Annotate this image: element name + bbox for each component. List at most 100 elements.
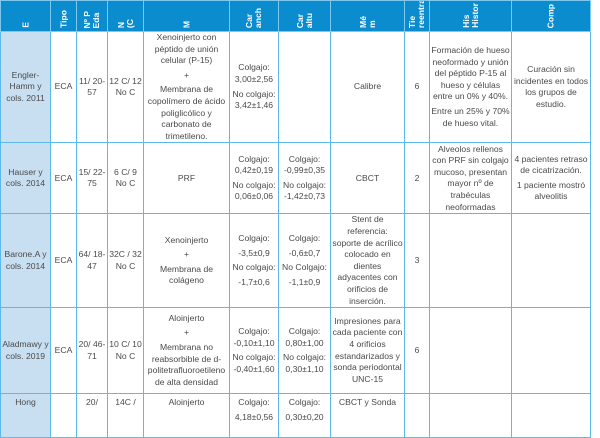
cell-text: Curación sin incidentes en todos los gru… bbox=[513, 63, 589, 109]
header-study: E bbox=[0, 0, 51, 32]
cell-text: CBCT bbox=[355, 172, 380, 183]
cell-height-change: Colgajo: 0,80±1,00 No colgajo: 0,30±1,10 bbox=[278, 307, 331, 395]
header-row: E Tipo Nº P Eda N (C M Car anch Car altu Mé m Tie reen… bbox=[0, 0, 591, 32]
cell-text: + bbox=[183, 327, 190, 338]
header-label: altu bbox=[303, 12, 314, 28]
cell-text: Calibre bbox=[353, 81, 382, 92]
cell-text: -0,6±0,7 bbox=[288, 247, 321, 258]
cell-text: 12 C/ 12 No C bbox=[109, 75, 142, 98]
cell-patients-age: 64/ 18-47 bbox=[76, 213, 108, 309]
cell-height-change: Colgajo: 0,30±0,20 bbox=[278, 393, 331, 438]
cell-histology bbox=[429, 307, 512, 395]
cell-type: ECA bbox=[50, 30, 77, 144]
cell-complications bbox=[511, 393, 591, 438]
cell-text: PRF bbox=[177, 172, 196, 183]
cell-text: Xenoinjerto bbox=[164, 234, 209, 245]
cell-text: 4,18±0,56 bbox=[234, 411, 274, 422]
cell-text: Hauser y cols. 2014 bbox=[5, 166, 46, 189]
cell-text: 10 C/ 10 No C bbox=[109, 339, 142, 361]
cell-text: + bbox=[183, 69, 190, 80]
cell-reentry-time bbox=[404, 393, 430, 438]
cell-text: No Colgajo: bbox=[282, 262, 327, 273]
cell-n-groups: 32C / 32 No C bbox=[107, 213, 144, 309]
cell-text: Colgajo: 0,80±1,00 bbox=[285, 325, 324, 348]
cell-text: No colgajo: 0,06±0,06 bbox=[232, 179, 276, 202]
cell-type: ECA bbox=[50, 142, 77, 215]
cell-text: Colgajo: 0,42±0,19 bbox=[234, 153, 274, 176]
cell-study: Aladmawy y cols. 2019 bbox=[0, 307, 51, 395]
cell-patients-age: 15/ 22-75 bbox=[76, 142, 108, 215]
header-label: M bbox=[181, 20, 191, 28]
cell-text: Aladmawy y cols. 2019 bbox=[2, 339, 49, 361]
cell-histology: Formación de hueso neoformado y unión de… bbox=[429, 30, 512, 144]
cell-text: Colgajo: bbox=[288, 397, 321, 408]
cell-text: ECA bbox=[54, 344, 73, 355]
cell-height-change bbox=[278, 30, 331, 144]
header-label: Comp bbox=[545, 3, 556, 28]
header-height-change: Car altu bbox=[278, 0, 331, 32]
cell-measurement-method: Impresiones para cada paciente con 4 ori… bbox=[330, 307, 405, 395]
table-row: Engler-Hamm y cols. 2011 ECA 11/ 20-57 12 C… bbox=[0, 30, 591, 144]
cell-text: No colgajo: bbox=[232, 262, 276, 273]
cell-text: Entre un 25% y 70% de hueso vital. bbox=[431, 106, 510, 128]
cell-text: Colgajo: bbox=[288, 233, 321, 244]
cell-n-groups: 6 C/ 9 No C bbox=[107, 142, 144, 215]
header-reentry-time: Tie reentra bbox=[404, 0, 430, 32]
cell-text: Aloinjerto bbox=[168, 397, 205, 408]
cell-complications bbox=[511, 307, 591, 395]
cell-histology bbox=[429, 213, 512, 309]
cell-text: Barone.A y cols. 2014 bbox=[4, 249, 47, 271]
cell-text: ECA bbox=[54, 254, 73, 265]
cell-text: -1,7±0,6 bbox=[238, 276, 270, 287]
cell-study: Engler-Hamm y cols. 2011 bbox=[0, 30, 51, 144]
cell-n-groups: 14C / bbox=[107, 393, 144, 438]
cell-height-change: Colgajo: -0,6±0,7 No Colgajo: -1,1±0,9 bbox=[278, 213, 331, 309]
header-measurement-method: Mé m bbox=[330, 0, 405, 32]
header-label: Histor bbox=[469, 3, 480, 28]
cell-text: Colgajo: bbox=[238, 397, 270, 408]
cell-text: Hong bbox=[15, 397, 36, 408]
cell-text: No colgajo: 0,30±1,10 bbox=[283, 352, 326, 374]
cell-study: Hong bbox=[0, 393, 51, 438]
cell-histology bbox=[429, 393, 512, 438]
cell-n-groups: 10 C/ 10 No C bbox=[107, 307, 144, 395]
header-type: Tipo bbox=[50, 0, 77, 32]
cell-text: Membrana no reabsorbible de d-politetraf… bbox=[147, 342, 226, 387]
cell-measurement-method: CBCT bbox=[330, 142, 405, 215]
cell-histology: Alveolos rellenos con PRF sin colgajo mu… bbox=[429, 142, 512, 215]
cell-measurement-method: Calibre bbox=[330, 30, 405, 144]
cell-text: 3 bbox=[414, 254, 420, 265]
cell-complications bbox=[511, 213, 591, 309]
header-label: Eda bbox=[91, 12, 101, 28]
cell-text: CBCT y Sonda bbox=[338, 397, 397, 408]
header-histology: His Histor bbox=[429, 0, 512, 32]
cell-text: 4 pacientes retraso de cicatrización. bbox=[514, 153, 588, 176]
cell-text: 6 C/ 9 No C bbox=[114, 166, 137, 189]
header-material: M bbox=[143, 0, 230, 32]
cell-text: Alveolos rellenos con PRF sin colgajo mu… bbox=[432, 143, 509, 212]
table-row: Hauser y cols. 2014 ECA 15/ 22-75 6 C/ 9 No… bbox=[0, 142, 591, 215]
cell-patients-age: 20/ bbox=[76, 393, 108, 438]
cell-n-groups: 12 C/ 12 No C bbox=[107, 30, 144, 144]
table-row: Barone.A y cols. 2014 ECA 64/ 18-47 32C / 3… bbox=[0, 213, 591, 309]
cell-text: Colgajo: -0,10±1,10 bbox=[233, 325, 275, 348]
cell-text: ECA bbox=[54, 172, 73, 183]
cell-reentry-time: 6 bbox=[404, 307, 430, 395]
cell-text: 64/ 18-47 bbox=[78, 249, 106, 271]
cell-type: ECA bbox=[50, 307, 77, 395]
cell-study: Hauser y cols. 2014 bbox=[0, 142, 51, 215]
header-complications: Comp bbox=[511, 0, 591, 32]
cell-text: ECA bbox=[54, 81, 73, 92]
cell-reentry-time: 2 bbox=[404, 142, 430, 215]
header-label: m bbox=[366, 20, 377, 28]
header-label: reentra bbox=[416, 0, 426, 29]
cell-patients-age: 20/ 46-71 bbox=[76, 307, 108, 395]
cell-text: 6 bbox=[414, 344, 420, 355]
cell-text: No colgajo: -1,42±0,73 bbox=[283, 179, 326, 202]
cell-reentry-time: 3 bbox=[404, 213, 430, 309]
cell-measurement-method: Stent de referencia: soporte de acrílico… bbox=[330, 213, 405, 309]
cell-text: Membrana de copolímero de ácido poliglic… bbox=[147, 84, 226, 141]
header-label: (C bbox=[124, 18, 135, 28]
header-width-change: Car anch bbox=[229, 0, 279, 32]
cell-text: -3,5±0,9 bbox=[238, 247, 270, 258]
